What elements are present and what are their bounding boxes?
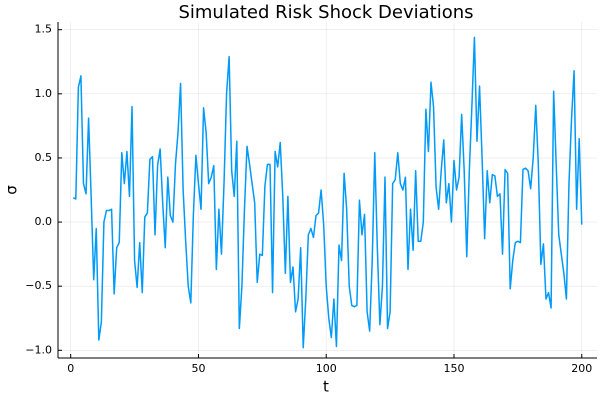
y-tick-label: 1.0 (35, 87, 53, 100)
x-tick-label: 0 (67, 362, 74, 375)
chart-title: Simulated Risk Shock Deviations (178, 2, 473, 23)
y-tick-label: 1.5 (35, 23, 53, 36)
x-tick-label: 200 (571, 362, 592, 375)
x-tick-label: 150 (443, 362, 464, 375)
x-axis-label: t (323, 378, 329, 396)
y-tick-label: 0.5 (35, 151, 53, 164)
line-series (72, 36, 583, 349)
y-axis-label: σ (3, 185, 21, 195)
y-tick-label: −1.0 (25, 343, 52, 356)
y-tick-label: 0.0 (35, 215, 53, 228)
x-tick-label: 50 (191, 362, 205, 375)
x-tick-label: 100 (316, 362, 337, 375)
y-tick-label: −0.5 (25, 279, 52, 292)
